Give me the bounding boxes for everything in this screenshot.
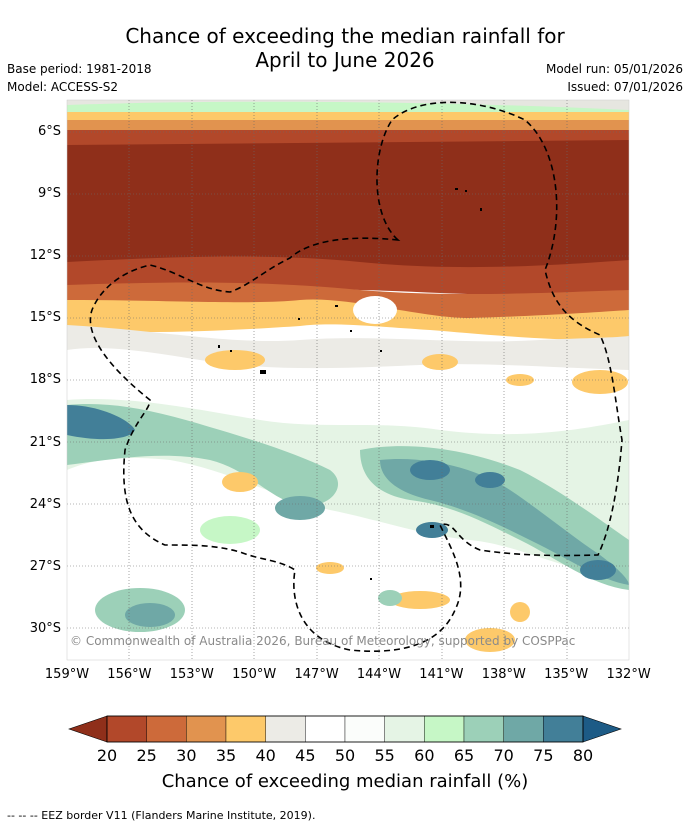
blue-east-1 — [410, 460, 450, 480]
colorbar-tick-label: 25 — [136, 746, 157, 765]
yellow-blob-4 — [205, 350, 265, 370]
lon-label: 150°W — [232, 667, 277, 682]
colorbar-tick-label: 40 — [255, 746, 276, 765]
meta-left: Base period: 1981-2018 Model: ACCESS-S2 — [7, 60, 152, 96]
map-frame — [66, 99, 630, 661]
colorbar-tick-label: 70 — [493, 746, 514, 765]
yellow-blob-2 — [572, 370, 628, 394]
teal-southwest-dark — [125, 603, 175, 627]
lon-label: 153°W — [169, 667, 214, 682]
colorbar-swatch — [106, 715, 147, 743]
base-period: Base period: 1981-2018 — [7, 62, 152, 76]
eez-legend-footer: -- -- -- EEZ border V11 (Flanders Marine… — [7, 809, 316, 822]
colorbar-boxes — [106, 715, 584, 743]
band-yellow-south — [67, 299, 629, 341]
model-name: Model: ACCESS-S2 — [7, 80, 119, 94]
lat-label: 24°S — [29, 496, 61, 512]
lon-label: 141°W — [419, 667, 464, 682]
blue-east-3 — [580, 560, 616, 580]
gridlines — [67, 100, 629, 660]
colorbar-title: Chance of exceeding median rainfall (%) — [161, 771, 529, 792]
green-blob — [200, 516, 260, 544]
colorbar-tick-label: 35 — [215, 746, 237, 765]
lat-label: 27°S — [29, 558, 61, 574]
chart-title: Chance of exceeding the median rainfall … — [0, 24, 690, 72]
lat-label: 15°S — [29, 310, 61, 326]
lat-label: 6°S — [37, 124, 61, 139]
yellow-blob-6 — [390, 591, 450, 609]
colorbar-tick-label: 60 — [414, 746, 435, 765]
colorbar-high-arrow — [582, 715, 622, 743]
band-darkest — [67, 140, 629, 279]
lat-label: 9°S — [37, 186, 61, 202]
yellow-blob-9 — [316, 562, 344, 574]
colorbar-swatch — [344, 715, 385, 743]
colorbar-swatch — [384, 715, 425, 743]
islands — [218, 188, 482, 580]
map-field — [67, 100, 629, 660]
colorbar-outline — [106, 715, 584, 743]
lon-label: 147°W — [294, 667, 339, 682]
lat-label: 21°S — [29, 434, 61, 450]
eez-border — [89, 101, 623, 653]
white-blob-15s — [353, 296, 397, 324]
colorbar-tick-label: 75 — [533, 746, 554, 765]
colorbar-swatch — [463, 715, 504, 743]
teal-mid — [275, 496, 325, 520]
copyright-text: © Commonwealth of Australia 2026, Bureau… — [70, 634, 576, 648]
teal-blob — [378, 590, 402, 606]
title-line-2: April to June 2026 — [255, 48, 435, 72]
lon-label: 132°W — [606, 667, 651, 682]
yellow-blob-8 — [465, 628, 515, 652]
colorbar-tick-label: 55 — [374, 746, 395, 765]
colorbar-swatch — [186, 715, 227, 743]
lat-label: 12°S — [29, 248, 61, 264]
yellow-blob-7 — [510, 602, 530, 622]
colorbar-swatch — [543, 715, 584, 743]
colorbar-swatch — [146, 715, 187, 743]
colorbar-swatch — [265, 715, 306, 743]
colorbar-swatch — [225, 715, 266, 743]
colorbar-tick-label: 80 — [572, 746, 594, 765]
meta-right: Model run: 05/01/2026 Issued: 07/01/2026 — [546, 60, 683, 96]
colorbar-tick-label: 65 — [453, 746, 475, 765]
yellow-blob-5 — [222, 472, 258, 492]
lon-label: 144°W — [356, 667, 402, 682]
lat-label: 30°S — [29, 620, 61, 636]
teal-west — [67, 404, 339, 506]
lon-label: 159°W — [44, 667, 90, 682]
colorbar-tick-label: 20 — [96, 746, 118, 765]
colorbar-tick-label: 45 — [295, 746, 316, 765]
colorbar-tick-label: 30 — [176, 746, 197, 765]
blue-east-2 — [475, 472, 505, 488]
lon-label: 138°W — [481, 667, 526, 682]
blue-west — [67, 405, 135, 440]
lat-label: 18°S — [29, 372, 61, 388]
colorbar-low-arrow — [68, 715, 108, 743]
colorbar-swatch — [424, 715, 465, 743]
lon-label: 135°W — [544, 667, 589, 682]
lon-label: 156°W — [107, 667, 152, 682]
title-line-1: Chance of exceeding the median rainfall … — [125, 24, 565, 48]
issued-date: Issued: 07/01/2026 — [567, 80, 683, 94]
yellow-blob-1 — [422, 354, 458, 370]
colorbar-swatch — [305, 715, 346, 743]
model-run: Model run: 05/01/2026 — [545, 62, 683, 76]
colorbar-swatch — [503, 715, 544, 743]
colorbar — [68, 715, 622, 743]
colorbar-tick-label: 50 — [334, 746, 356, 765]
